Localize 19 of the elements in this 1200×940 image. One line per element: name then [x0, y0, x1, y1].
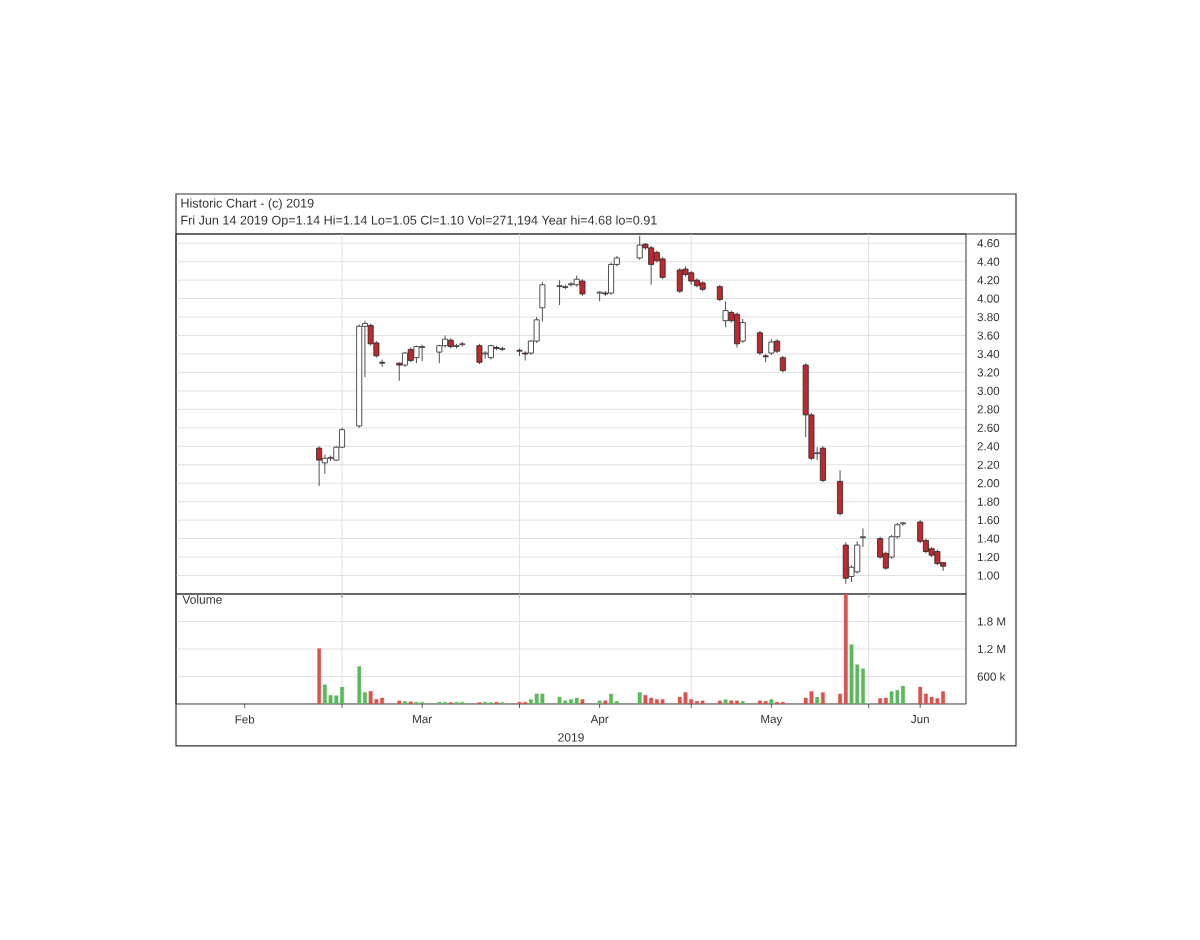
- candlestick: [819, 445, 826, 483]
- candlestick: [739, 318, 746, 344]
- candlestick: [556, 279, 563, 306]
- candlestick: [636, 235, 643, 261]
- candlestick: [837, 469, 844, 516]
- candlestick: [442, 335, 449, 348]
- candlestick: [419, 344, 426, 362]
- candlestick: [476, 343, 483, 365]
- candlestick: [482, 350, 489, 359]
- candlestick: [734, 312, 740, 348]
- candlestick: [842, 541, 849, 585]
- candlestick: [659, 256, 666, 280]
- candlestick: [608, 262, 615, 296]
- candlestick: [568, 281, 574, 287]
- candlestick: [722, 300, 729, 328]
- candlestick: [316, 445, 323, 487]
- candlestick: [648, 245, 655, 286]
- candlestick: [676, 267, 683, 294]
- candlestick: [756, 330, 763, 356]
